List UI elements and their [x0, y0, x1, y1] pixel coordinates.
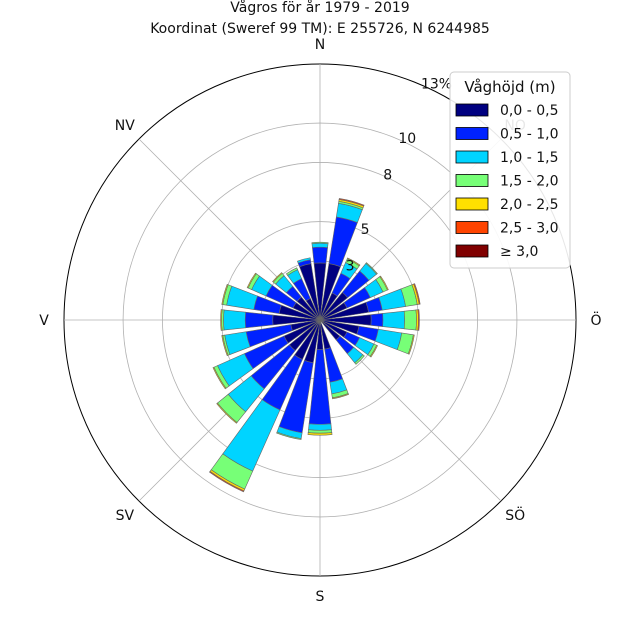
- bar-segment-270-bin-2: [223, 309, 246, 331]
- bar-segment-345-bin-2: [297, 257, 311, 264]
- sector-300: [246, 272, 321, 321]
- bar-segment-90-bin-2: [382, 310, 405, 330]
- direction-label: SÖ: [505, 506, 525, 524]
- bar-segment-180-bin-4: [307, 432, 333, 436]
- sector-120: [319, 319, 378, 358]
- radial-tick-label: 10: [398, 131, 416, 147]
- direction-label: V: [39, 313, 49, 329]
- radial-tick-label: 8: [383, 167, 392, 183]
- sector-270: [220, 309, 321, 331]
- sector-345: [297, 257, 321, 321]
- bar-segment-120-bin-4: [369, 344, 378, 358]
- sector-135: [319, 319, 365, 365]
- legend-swatch: [455, 174, 489, 187]
- legend-items: 0,0 - 0,5 0,5 - 1,0 1,0 - 1,5 1,5 - 2,0 2,0 …: [455, 103, 558, 260]
- legend-swatch: [455, 103, 489, 117]
- chart-subtitle: Koordinat (Sweref 99 TM): E 255726, N 62…: [150, 21, 490, 37]
- sector-315: [272, 272, 321, 321]
- direction-label: Ö: [590, 311, 601, 329]
- bar-segment-180-bin-2: [308, 423, 332, 431]
- sector-330: [286, 267, 321, 321]
- legend: Våghöjd (m) 0,0 - 0,5 0,5 - 1,0 1,0 - 1,5 1…: [449, 71, 571, 269]
- bar-segment-90-bin-5: [417, 309, 420, 331]
- sector-165: [319, 319, 349, 400]
- bar-segment-270-bin-1: [244, 311, 274, 329]
- legend-title: Våghöjd (m): [464, 78, 555, 96]
- bar-segment-330-bin-3: [286, 267, 298, 276]
- legend-label: 0,0 - 0,5: [500, 103, 558, 119]
- bar-segment-105-bin-4: [407, 334, 415, 355]
- sector-210: [209, 319, 321, 493]
- bar-segment-0-bin-3: [311, 241, 329, 244]
- sector-105: [319, 319, 415, 355]
- radial-tick-label: 3: [346, 258, 355, 274]
- bar-segment-75-bin-5: [413, 283, 421, 305]
- bar-segment-165-bin-1: [324, 347, 343, 383]
- sector-45: [319, 262, 378, 321]
- bar-segment-90-bin-1: [370, 313, 384, 327]
- sector-0: [311, 241, 329, 321]
- direction-label: NV: [115, 118, 135, 134]
- direction-label: SV: [116, 508, 135, 524]
- direction-label: S: [316, 589, 325, 605]
- bar-segment-15-bin-5: [338, 198, 365, 207]
- sector-30: [319, 257, 361, 321]
- bar-segment-270-bin-4: [220, 309, 223, 331]
- rose-bars: [209, 198, 421, 493]
- bar-segment-0-bin-1: [312, 246, 328, 264]
- radial-tick-label: 5: [361, 222, 370, 238]
- legend-label: ≥ 3,0: [500, 244, 538, 260]
- bar-segment-240-bin-4: [212, 366, 227, 390]
- bar-segment-90-bin-3: [403, 309, 417, 331]
- sector-15: [319, 198, 365, 321]
- direction-label: N: [315, 37, 325, 53]
- bar-segment-300-bin-4: [246, 272, 257, 289]
- chart-title: Vågros för år 1979 - 2019: [230, 0, 409, 16]
- legend-swatch: [455, 150, 489, 164]
- radial-ticks: 3 5 8 10 13%: [346, 76, 452, 274]
- legend-swatch: [455, 197, 489, 211]
- legend-box: [449, 71, 571, 269]
- legend-label: 2,0 - 2,5: [500, 197, 558, 213]
- bar-segment-315-bin-4: [272, 272, 283, 283]
- legend-swatch: [455, 244, 489, 258]
- bar-segment-135-bin-3: [354, 354, 365, 365]
- legend-label: 1,5 - 2,0: [500, 174, 558, 190]
- sector-75: [319, 283, 421, 321]
- legend-swatch: [455, 127, 489, 140]
- sector-90: [319, 309, 420, 331]
- bar-segment-0-bin-2: [311, 242, 329, 248]
- bar-segment-45-bin-3: [365, 262, 378, 275]
- sector-60: [319, 275, 389, 321]
- bar-segment-285-bin-4: [221, 283, 229, 305]
- bar-segment-60-bin-4: [379, 275, 389, 291]
- radial-tick-label: 13%: [421, 76, 452, 92]
- legend-label: 2,5 - 3,0: [500, 221, 558, 237]
- sector-255: [221, 319, 321, 357]
- bar-segment-195-bin-3: [276, 431, 302, 440]
- bar-segment-105-bin-2: [374, 328, 403, 351]
- bar-segment-255-bin-4: [221, 335, 229, 357]
- sector-285: [221, 283, 321, 321]
- legend-label: 0,5 - 1,0: [500, 127, 558, 143]
- legend-swatch: [455, 221, 489, 234]
- sector-180: [307, 319, 333, 436]
- sector-225: [216, 319, 321, 424]
- sector-195: [276, 319, 321, 440]
- bar-segment-210-bin-5: [209, 470, 245, 493]
- bar-segment-165-bin-4: [331, 393, 349, 400]
- legend-label: 1,0 - 1,5: [500, 150, 558, 166]
- bar-segment-225-bin-4: [216, 402, 238, 424]
- sector-240: [212, 319, 321, 390]
- bar-segment-30-bin-4: [346, 257, 361, 267]
